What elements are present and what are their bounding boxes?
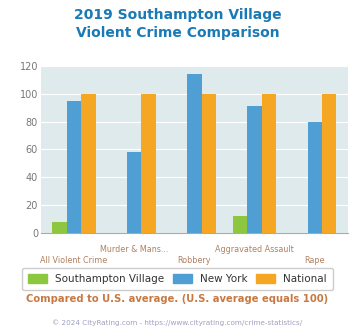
Bar: [81, 94, 95, 233]
Legend: Southampton Village, New York, National: Southampton Village, New York, National: [22, 268, 333, 290]
Bar: [247, 106, 262, 233]
Bar: [233, 216, 247, 233]
Bar: [67, 101, 81, 233]
Bar: [202, 94, 216, 233]
Bar: [262, 94, 276, 233]
Text: 2019 Southampton Village
Violent Crime Comparison: 2019 Southampton Village Violent Crime C…: [74, 8, 281, 40]
Bar: [322, 94, 337, 233]
Text: © 2024 CityRating.com - https://www.cityrating.com/crime-statistics/: © 2024 CityRating.com - https://www.city…: [53, 319, 302, 326]
Text: Robbery: Robbery: [178, 256, 211, 265]
Bar: [127, 152, 141, 233]
Bar: [141, 94, 156, 233]
Text: Murder & Mans...: Murder & Mans...: [100, 245, 168, 254]
Bar: [187, 74, 202, 233]
Text: Compared to U.S. average. (U.S. average equals 100): Compared to U.S. average. (U.S. average …: [26, 294, 329, 304]
Bar: [52, 221, 67, 233]
Bar: [307, 121, 322, 233]
Text: Aggravated Assault: Aggravated Assault: [215, 245, 294, 254]
Text: All Violent Crime: All Violent Crime: [40, 256, 108, 265]
Text: Rape: Rape: [305, 256, 325, 265]
